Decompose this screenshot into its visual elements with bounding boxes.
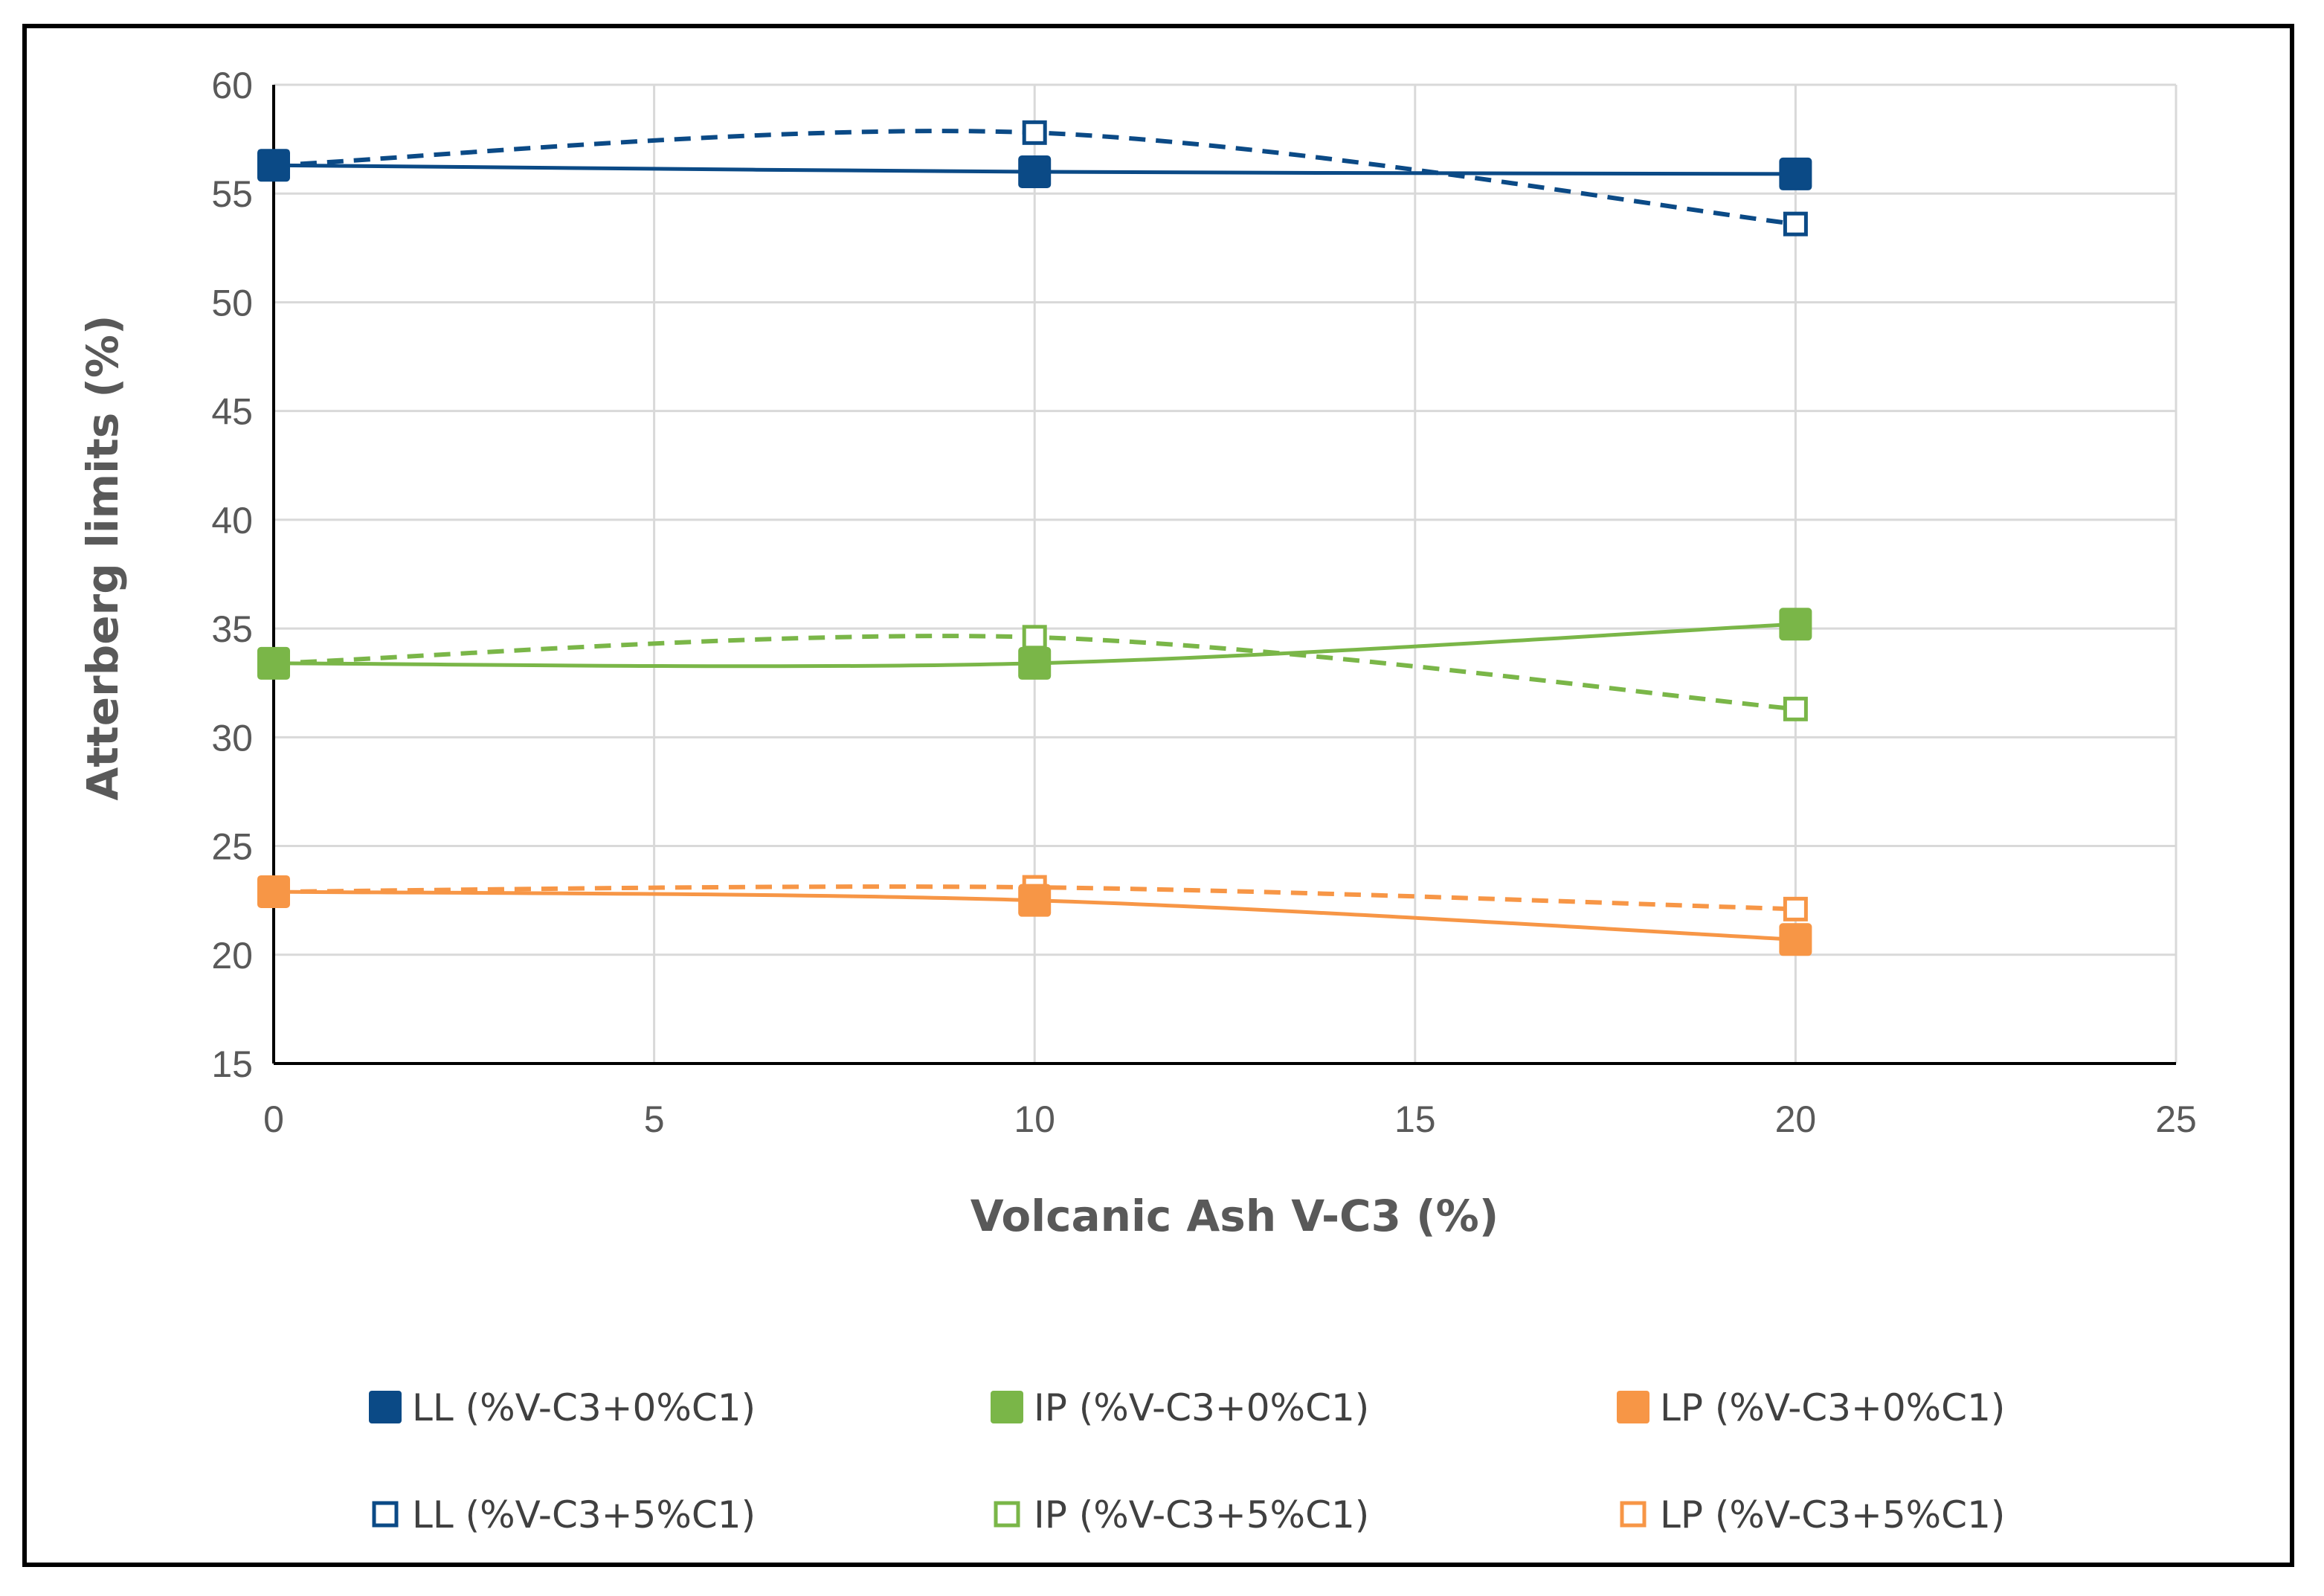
x-tick-label: 15	[1394, 1098, 1436, 1140]
legend-label: LL (%V-C3+5%C1)	[412, 1493, 756, 1537]
series-layer	[257, 120, 1812, 956]
series-2	[257, 875, 1812, 956]
y-tick-label: 60	[211, 65, 253, 106]
data-point	[257, 646, 290, 680]
data-point	[1018, 646, 1052, 680]
data-point	[257, 875, 290, 908]
x-tick-label: 5	[644, 1098, 665, 1140]
data-point	[1783, 696, 1808, 721]
y-tick-label: 25	[211, 826, 253, 868]
y-tick-label: 15	[211, 1043, 253, 1085]
data-point	[1022, 120, 1047, 145]
legend-item: LP (%V-C3+0%C1)	[1617, 1386, 2005, 1429]
legend: LL (%V-C3+0%C1) IP (%V-C3+0%C1) LP (%V-C3+…	[369, 1386, 2005, 1537]
legend-marker	[1620, 1501, 1647, 1528]
chart-frame	[22, 24, 2294, 1567]
data-point	[1018, 884, 1052, 917]
series-0	[257, 149, 1812, 190]
legend-label: LP (%V-C3+5%C1)	[1660, 1493, 2005, 1537]
x-tick-label: 0	[263, 1098, 284, 1140]
legend-marker	[1617, 1391, 1649, 1423]
axes	[272, 85, 2176, 1065]
data-point	[1783, 896, 1808, 921]
series-1	[257, 608, 1812, 680]
data-point	[1022, 625, 1047, 650]
legend-label: IP (%V-C3+0%C1)	[1034, 1386, 1369, 1429]
y-tick-label: 50	[211, 282, 253, 324]
x-axis-title: Volcanic Ash V-C3 (%)	[971, 1191, 1499, 1241]
y-tick-label: 30	[211, 717, 253, 759]
legend-item: LL (%V-C3+0%C1)	[369, 1386, 756, 1429]
data-point	[1779, 608, 1812, 641]
x-tick-label: 10	[1014, 1098, 1055, 1140]
legend-marker	[369, 1391, 402, 1423]
x-tick-label: 25	[2155, 1098, 2197, 1140]
data-point	[1779, 923, 1812, 956]
legend-item: LL (%V-C3+5%C1)	[372, 1493, 756, 1537]
data-point	[1783, 211, 1808, 236]
legend-marker	[994, 1501, 1020, 1528]
tick-labels: 15 20 25 30 35 40 45 50 55 60 0 5 10 15 20 25	[211, 65, 2196, 1140]
y-tick-label: 35	[211, 608, 253, 650]
y-tick-label: 55	[211, 173, 253, 215]
legend-label: LL (%V-C3+0%C1)	[412, 1386, 756, 1429]
data-point	[1779, 157, 1812, 190]
legend-label: LP (%V-C3+0%C1)	[1660, 1386, 2005, 1429]
legend-marker	[991, 1391, 1023, 1423]
legend-marker	[372, 1501, 399, 1528]
legend-item: IP (%V-C3+0%C1)	[991, 1386, 1369, 1429]
data-point	[257, 149, 290, 182]
gridlines	[274, 83, 2177, 1064]
data-point	[1018, 155, 1052, 188]
y-tick-label: 45	[211, 391, 253, 433]
y-tick-label: 40	[211, 500, 253, 541]
x-tick-label: 20	[1775, 1098, 1817, 1140]
legend-item: LP (%V-C3+5%C1)	[1620, 1493, 2005, 1537]
y-axis-title: Atterberg limits (%)	[77, 315, 128, 800]
legend-label: IP (%V-C3+5%C1)	[1034, 1493, 1369, 1537]
legend-item: IP (%V-C3+5%C1)	[994, 1493, 1369, 1537]
y-tick-label: 20	[211, 935, 253, 976]
